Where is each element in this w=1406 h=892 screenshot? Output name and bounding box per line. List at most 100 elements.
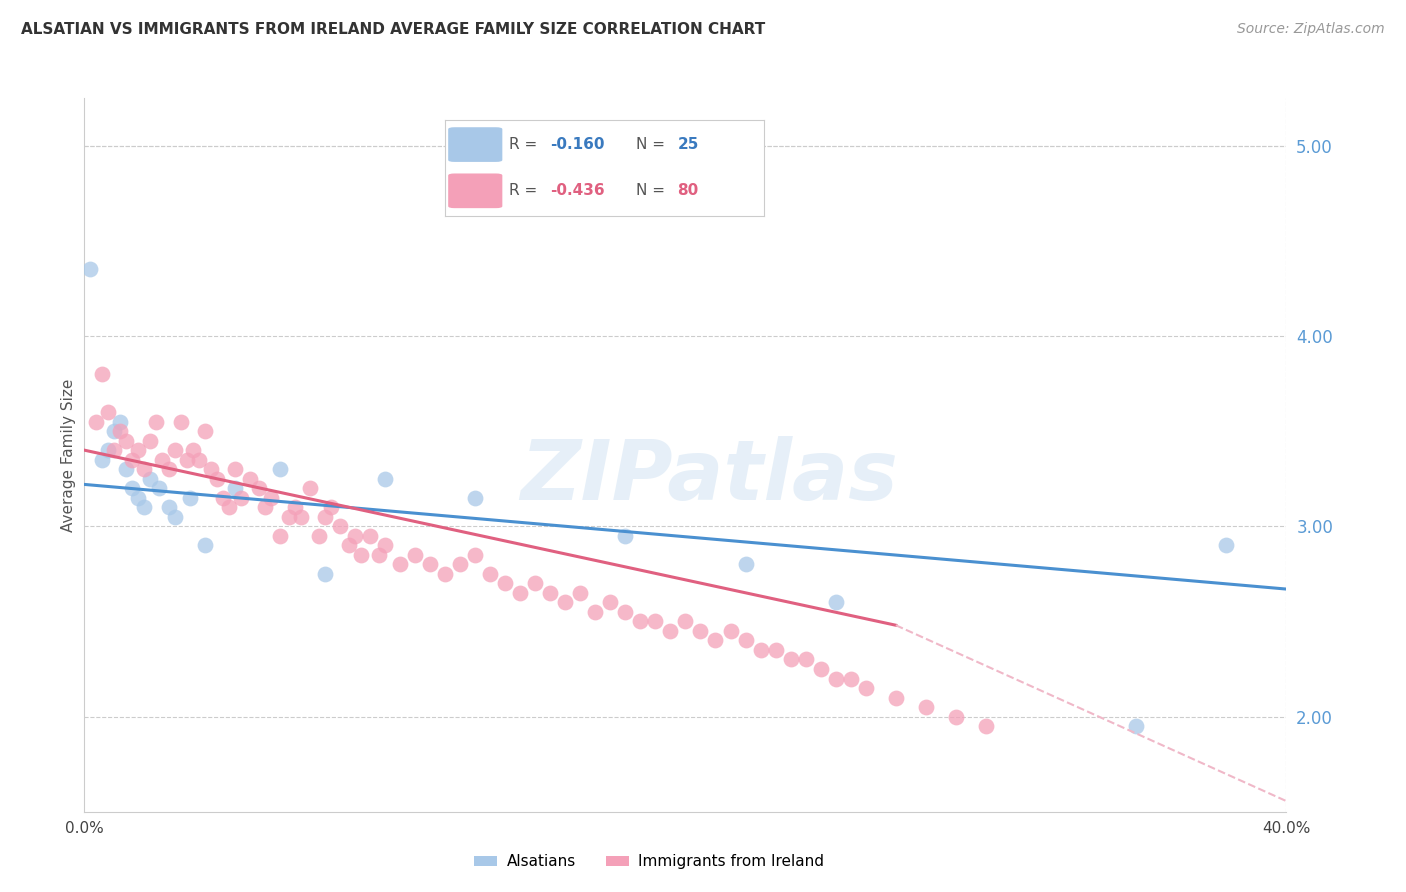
Point bbox=[86, 415, 108, 429]
Point bbox=[239, 472, 262, 486]
Point bbox=[524, 576, 547, 591]
Point bbox=[260, 491, 283, 505]
Point bbox=[139, 434, 162, 448]
Point bbox=[614, 529, 637, 543]
Point bbox=[779, 652, 801, 666]
Text: R =: R = bbox=[509, 137, 541, 152]
Point bbox=[599, 595, 621, 609]
Point bbox=[205, 472, 228, 486]
Point bbox=[689, 624, 711, 638]
Point bbox=[343, 529, 366, 543]
FancyBboxPatch shape bbox=[449, 173, 502, 208]
Point bbox=[839, 672, 862, 686]
Point bbox=[110, 415, 132, 429]
Point bbox=[97, 443, 120, 458]
Text: N =: N = bbox=[636, 184, 671, 198]
Point bbox=[314, 509, 336, 524]
Point bbox=[659, 624, 682, 638]
Point bbox=[308, 529, 330, 543]
Point bbox=[945, 709, 967, 723]
Point bbox=[157, 462, 180, 476]
Point bbox=[91, 452, 114, 467]
Point bbox=[434, 566, 457, 581]
Point bbox=[734, 633, 756, 648]
Point bbox=[298, 481, 321, 495]
Point bbox=[145, 415, 167, 429]
Point bbox=[224, 481, 246, 495]
Text: ZIPatlas: ZIPatlas bbox=[520, 436, 898, 516]
Point bbox=[148, 481, 170, 495]
Point bbox=[127, 443, 149, 458]
Point bbox=[720, 624, 742, 638]
Point bbox=[194, 538, 217, 552]
Point bbox=[554, 595, 576, 609]
Point bbox=[1125, 719, 1147, 733]
Point bbox=[163, 509, 186, 524]
Point bbox=[103, 443, 125, 458]
Point bbox=[277, 509, 299, 524]
Point bbox=[614, 605, 637, 619]
Point bbox=[229, 491, 252, 505]
Point bbox=[915, 700, 938, 714]
Y-axis label: Average Family Size: Average Family Size bbox=[60, 378, 76, 532]
Point bbox=[509, 586, 531, 600]
Point bbox=[794, 652, 817, 666]
Text: Source: ZipAtlas.com: Source: ZipAtlas.com bbox=[1237, 22, 1385, 37]
Point bbox=[110, 424, 132, 438]
Point bbox=[176, 452, 198, 467]
Point bbox=[139, 472, 162, 486]
Point bbox=[187, 452, 209, 467]
Point bbox=[824, 595, 846, 609]
Point bbox=[319, 500, 342, 515]
Point bbox=[884, 690, 907, 705]
Point bbox=[494, 576, 516, 591]
Point bbox=[675, 615, 697, 629]
Point bbox=[374, 472, 396, 486]
Text: -0.436: -0.436 bbox=[550, 184, 605, 198]
Point bbox=[127, 491, 149, 505]
Point bbox=[359, 529, 381, 543]
Point bbox=[824, 672, 846, 686]
Point bbox=[253, 500, 276, 515]
Point bbox=[169, 415, 191, 429]
Point bbox=[569, 586, 592, 600]
Legend: Alsatians, Immigrants from Ireland: Alsatians, Immigrants from Ireland bbox=[468, 848, 831, 875]
Text: 25: 25 bbox=[678, 137, 699, 152]
Point bbox=[163, 443, 186, 458]
Point bbox=[314, 566, 336, 581]
Text: ALSATIAN VS IMMIGRANTS FROM IRELAND AVERAGE FAMILY SIZE CORRELATION CHART: ALSATIAN VS IMMIGRANTS FROM IRELAND AVER… bbox=[21, 22, 765, 37]
Point bbox=[538, 586, 561, 600]
Point bbox=[810, 662, 832, 676]
Point bbox=[134, 462, 156, 476]
Point bbox=[374, 538, 396, 552]
Point bbox=[97, 405, 120, 419]
Text: N =: N = bbox=[636, 137, 671, 152]
Point bbox=[337, 538, 360, 552]
Text: R =: R = bbox=[509, 184, 541, 198]
Point bbox=[388, 558, 411, 572]
Point bbox=[269, 529, 291, 543]
Point bbox=[115, 434, 138, 448]
Point bbox=[115, 462, 138, 476]
Point bbox=[103, 424, 125, 438]
Point bbox=[350, 548, 373, 562]
Point bbox=[224, 462, 246, 476]
Point bbox=[734, 558, 756, 572]
Text: 80: 80 bbox=[678, 184, 699, 198]
Point bbox=[179, 491, 201, 505]
Point bbox=[269, 462, 291, 476]
Point bbox=[284, 500, 307, 515]
FancyBboxPatch shape bbox=[449, 128, 502, 162]
Point bbox=[91, 367, 114, 381]
Point bbox=[367, 548, 389, 562]
Point bbox=[181, 443, 204, 458]
Point bbox=[765, 643, 787, 657]
Point bbox=[464, 548, 486, 562]
Point bbox=[449, 558, 471, 572]
Point bbox=[583, 605, 606, 619]
Point bbox=[855, 681, 877, 695]
Point bbox=[974, 719, 997, 733]
Point bbox=[121, 452, 143, 467]
Point bbox=[704, 633, 727, 648]
Point bbox=[134, 500, 156, 515]
